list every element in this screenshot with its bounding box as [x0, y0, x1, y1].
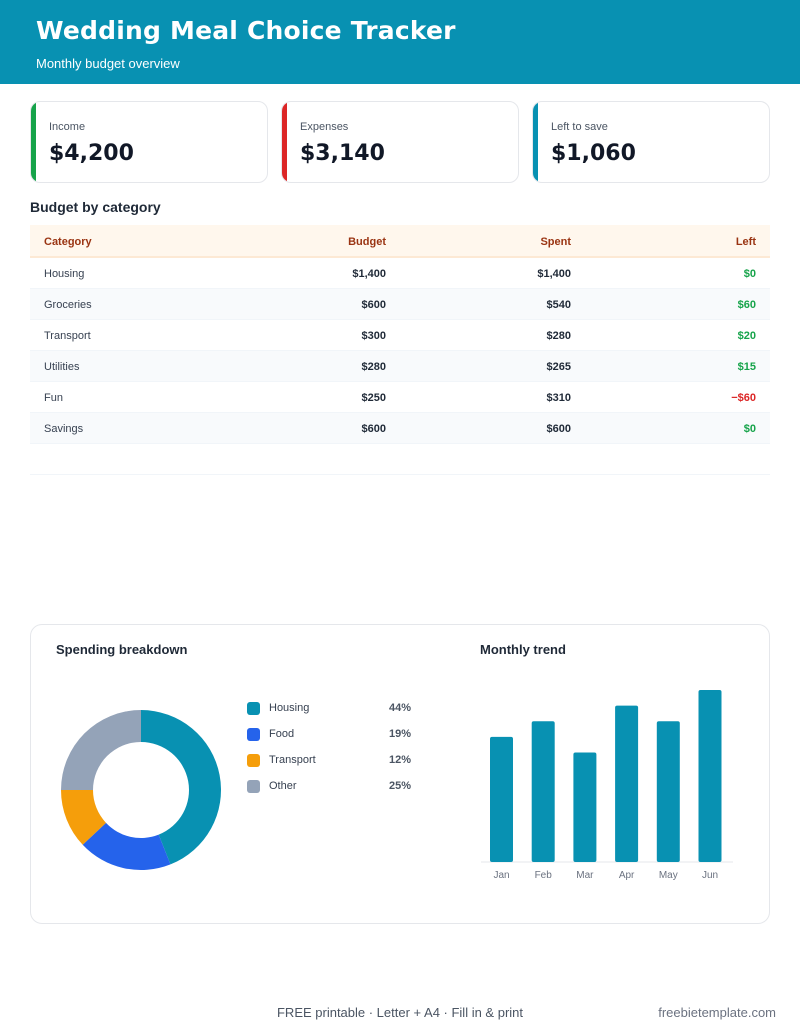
legend-swatch — [247, 754, 260, 767]
column-header-spent: Spent — [540, 236, 571, 248]
legend-swatch — [247, 780, 260, 793]
donut-slice-housing — [141, 710, 222, 865]
table-row: Utilities $280 $265 $15 — [30, 351, 770, 382]
table-divider — [30, 474, 770, 475]
table-body: Housing $1,400 $1,400 $0 Groceries $600 $540 $6… — [30, 258, 770, 444]
budget-table: Category Budget Spent Left Housing $1,400… — [30, 225, 770, 444]
legend-swatch — [247, 728, 260, 741]
x-tick-label: Feb — [535, 870, 553, 881]
page-subtitle: Monthly budget overview — [36, 56, 180, 71]
cell-spent: $540 — [546, 299, 571, 311]
legend-percent: 44% — [388, 702, 411, 714]
cell-category: Fun — [44, 392, 63, 404]
legend-percent: 19% — [388, 728, 411, 740]
column-header-left: Left — [735, 236, 756, 248]
table-row: Fun $250 $310 −$60 — [30, 382, 770, 413]
cell-spent: $265 — [546, 361, 571, 373]
donut-slice-transport — [61, 790, 107, 845]
donut-slice-other — [61, 710, 141, 790]
table-header: Category Budget Spent Left — [30, 225, 770, 258]
charts-panel: Spending breakdown Housing 44% Food 19% Tran… — [30, 624, 770, 924]
bar-chart: Jan Feb Mar Apr May Jun — [481, 690, 733, 881]
card-accent-bar — [282, 102, 287, 182]
cell-budget: $600 — [361, 299, 386, 311]
cell-spent: $600 — [546, 423, 571, 435]
left-to-save-card: Left to save $1,060 — [532, 101, 770, 183]
cell-budget: $600 — [361, 423, 386, 435]
bar-jun — [698, 690, 722, 862]
legend-item: Housing 44% — [247, 702, 417, 716]
cell-left: $0 — [743, 268, 756, 280]
cell-left: $0 — [743, 423, 756, 435]
cell-left: $60 — [737, 299, 756, 311]
bar-may — [656, 721, 680, 862]
legend-item: Transport 12% — [247, 754, 417, 768]
legend-label: Housing — [269, 702, 310, 714]
cell-budget: $280 — [361, 361, 386, 373]
cell-budget: $300 — [361, 330, 386, 342]
donut-chart — [61, 710, 222, 870]
bar-jan — [490, 736, 513, 862]
bar-apr — [615, 705, 639, 862]
card-value: $3,140 — [300, 141, 385, 166]
cell-category: Savings — [44, 423, 84, 435]
card-label: Left to save — [551, 121, 608, 133]
x-tick-label: Mar — [576, 870, 594, 881]
bar-chart-title: Monthly trend — [480, 642, 566, 657]
income-card: Income $4,200 — [30, 101, 268, 183]
cell-category: Housing — [44, 268, 85, 280]
cell-spent: $1,400 — [537, 268, 571, 280]
table-row: Groceries $600 $540 $60 — [30, 289, 770, 320]
table-row: Transport $300 $280 $20 — [30, 320, 770, 351]
legend-item: Food 19% — [247, 728, 417, 742]
cell-category: Groceries — [44, 299, 92, 311]
card-label: Income — [49, 121, 86, 133]
expenses-card: Expenses $3,140 — [281, 101, 519, 183]
page-title: Wedding Meal Choice Tracker — [36, 16, 456, 45]
x-tick-label: May — [659, 870, 678, 881]
footer-note: FREE printable · Letter + A4 · Fill in &… — [276, 1005, 524, 1020]
legend-swatch — [247, 702, 260, 715]
cell-left: $20 — [737, 330, 756, 342]
x-tick-label: Jun — [702, 870, 718, 881]
donut-chart-title: Spending breakdown — [56, 642, 188, 657]
table-row: Housing $1,400 $1,400 $0 — [30, 258, 770, 289]
legend-percent: 25% — [388, 780, 411, 792]
bar-feb — [531, 721, 555, 862]
cell-budget: $1,400 — [352, 268, 386, 280]
card-accent-bar — [533, 102, 538, 182]
card-label: Expenses — [300, 121, 349, 133]
cell-category: Utilities — [44, 361, 80, 373]
x-tick-label: Apr — [619, 870, 635, 881]
footer-site: freebietemplate.com — [658, 1005, 776, 1020]
legend-percent: 12% — [388, 754, 411, 766]
donut-slice-food — [82, 822, 171, 870]
legend-label: Other — [269, 780, 297, 792]
cell-left: −$60 — [731, 392, 756, 404]
legend-label: Food — [269, 728, 295, 740]
table-row: Savings $600 $600 $0 — [30, 413, 770, 444]
legend-label: Transport — [269, 754, 316, 766]
budget-section-title: Budget by category — [30, 199, 161, 215]
column-header-budget: Budget — [348, 236, 386, 248]
cell-category: Transport — [44, 330, 91, 342]
legend-item: Other 25% — [247, 780, 417, 794]
header-banner: Wedding Meal Choice Tracker Monthly budg… — [0, 0, 800, 84]
cell-left: $15 — [737, 361, 756, 373]
column-header-category: Category — [44, 236, 92, 248]
cell-budget: $250 — [361, 392, 386, 404]
card-value: $4,200 — [49, 141, 134, 166]
bar-mar — [573, 752, 597, 862]
cell-spent: $280 — [546, 330, 571, 342]
x-tick-label: Jan — [493, 870, 509, 881]
card-accent-bar — [31, 102, 36, 182]
card-value: $1,060 — [551, 141, 636, 166]
cell-spent: $310 — [546, 392, 571, 404]
